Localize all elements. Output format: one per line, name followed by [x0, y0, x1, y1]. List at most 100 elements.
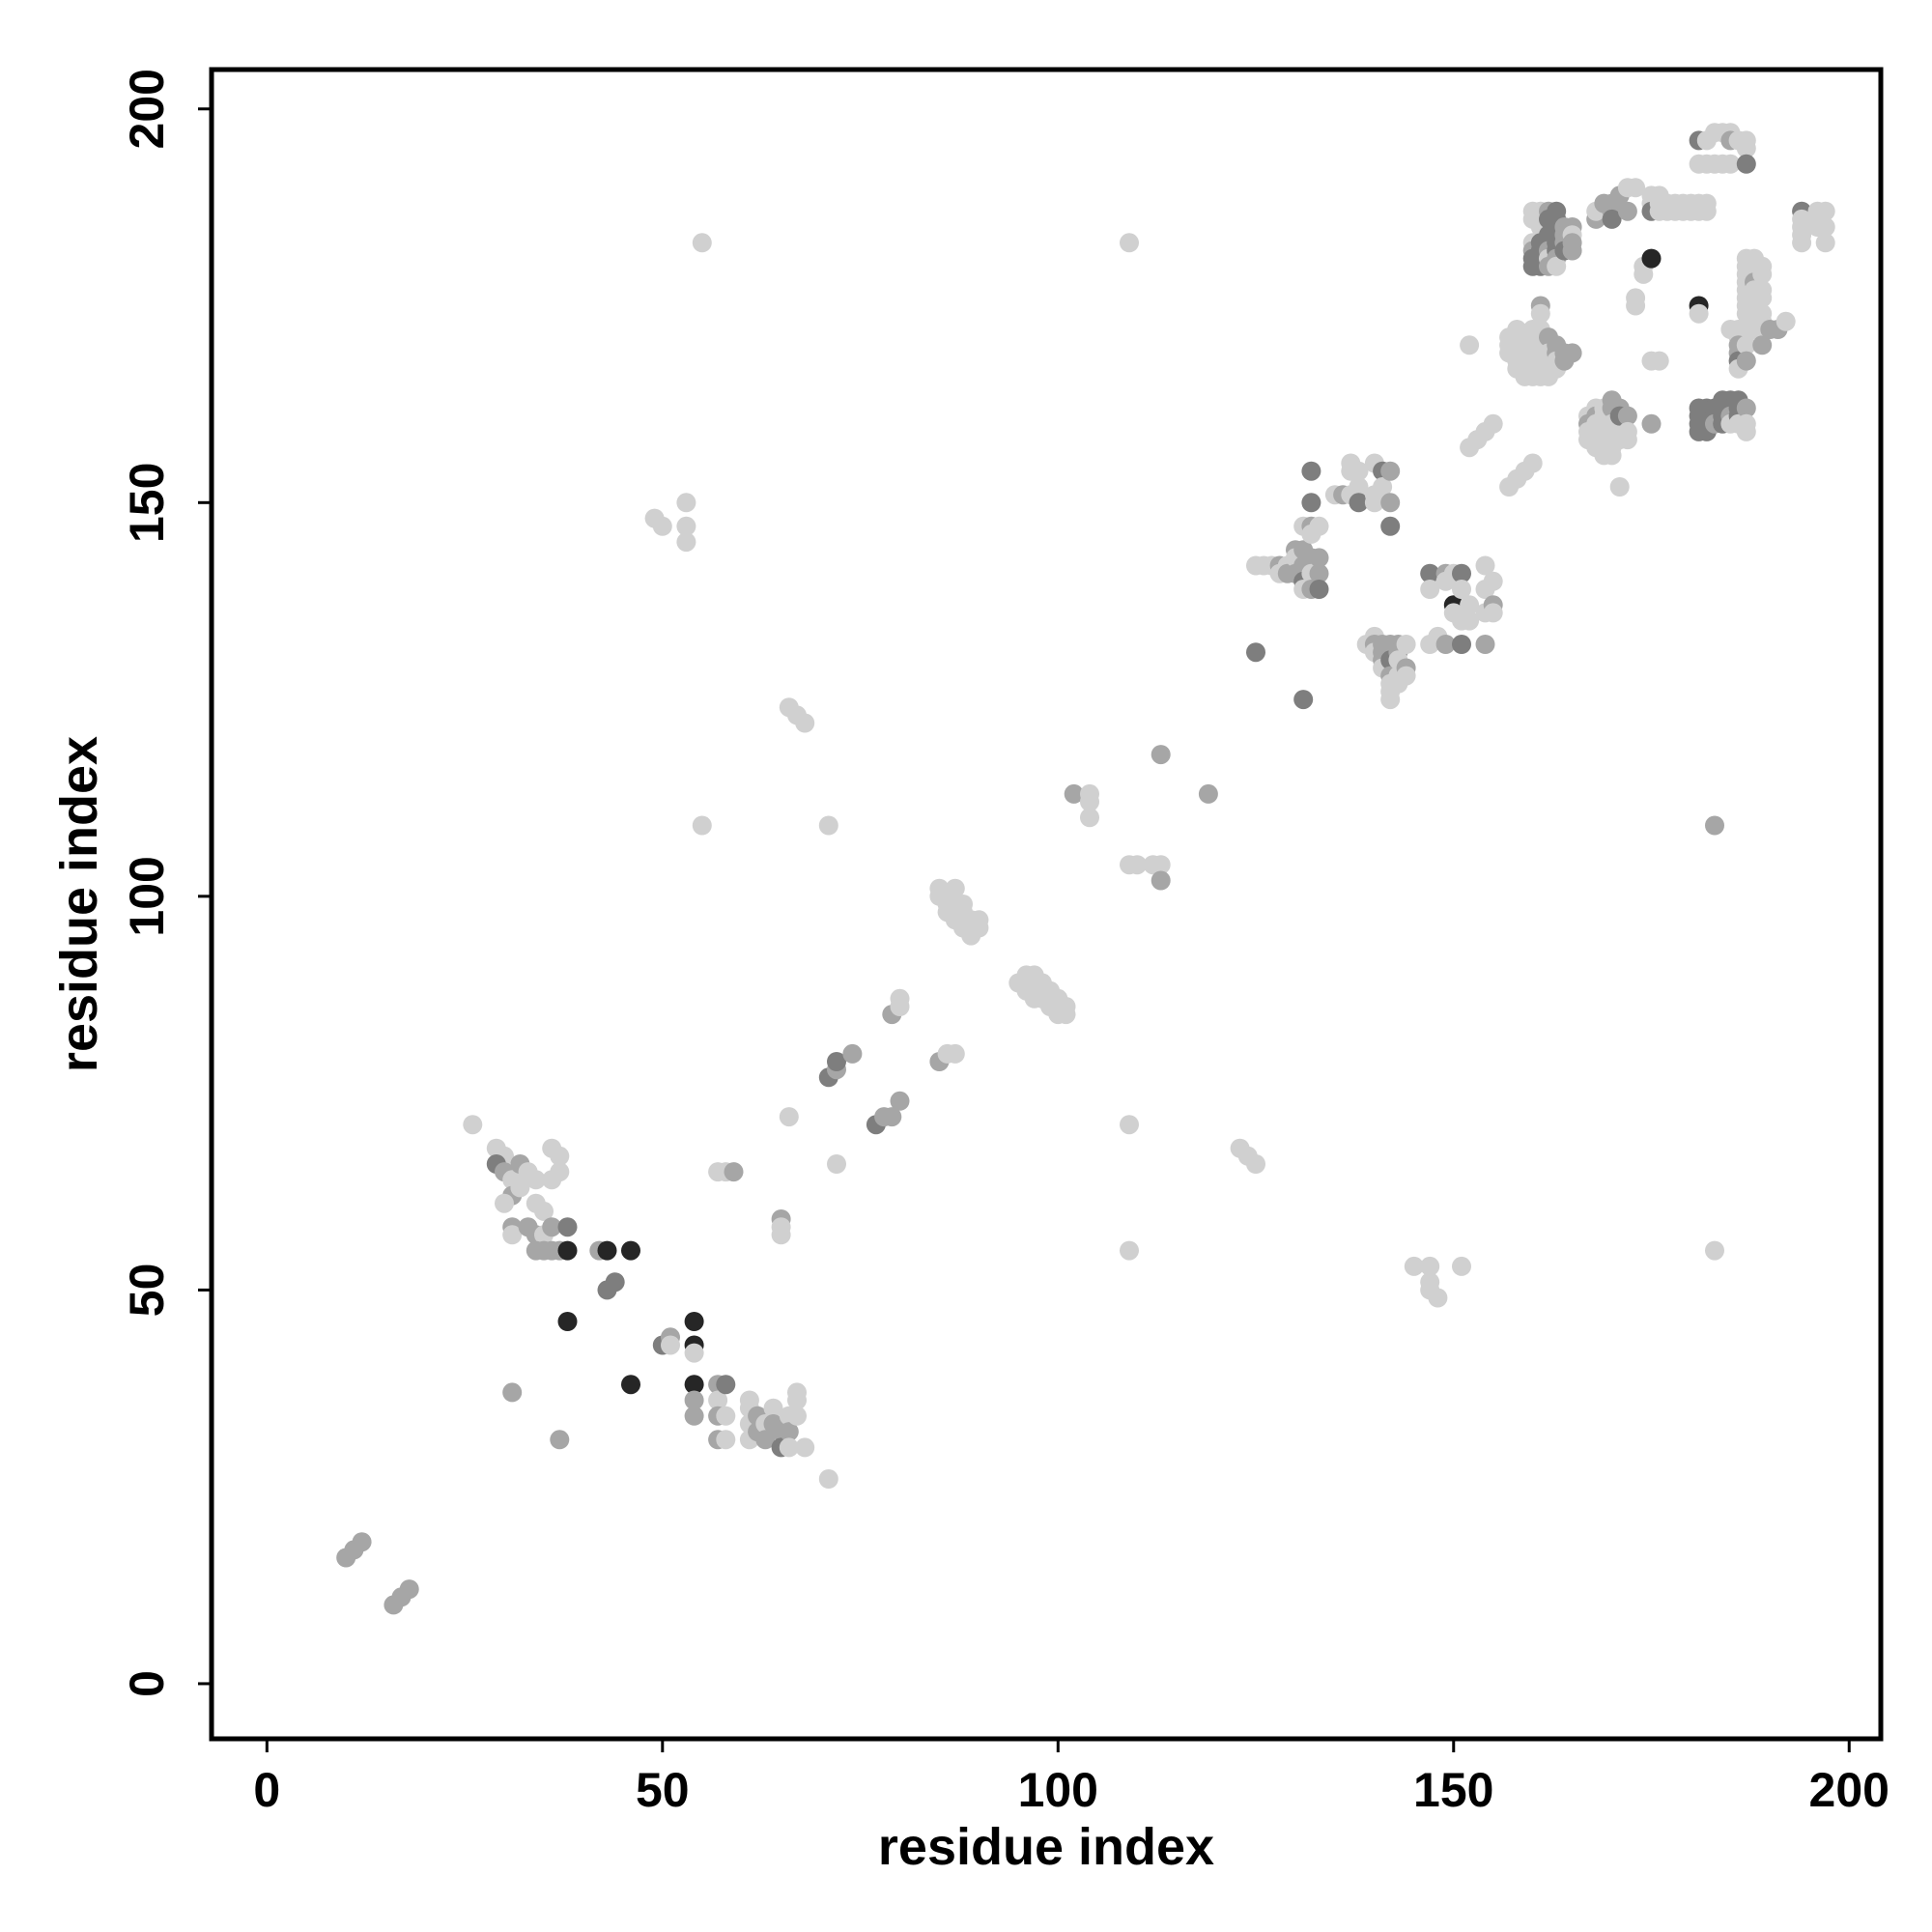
contact-point: [1460, 611, 1480, 631]
contact-point: [1428, 1288, 1448, 1308]
contact-point: [621, 1240, 640, 1261]
contact-point: [1720, 154, 1741, 174]
x-tick-label: 50: [636, 1763, 690, 1817]
contact-point: [1380, 493, 1401, 513]
contact-point: [1752, 335, 1773, 355]
contact-point: [1815, 201, 1835, 221]
contact-point: [1736, 138, 1756, 158]
contact-point: [1641, 248, 1662, 269]
contact-point: [1452, 635, 1471, 654]
contact-point: [779, 1437, 799, 1458]
contact-point: [676, 516, 696, 536]
contact-point: [1649, 351, 1669, 371]
contact-point: [502, 1382, 523, 1403]
x-tick-label: 200: [1809, 1763, 1889, 1817]
contact-point: [652, 516, 672, 536]
y-tick-label: 50: [120, 1264, 174, 1318]
contact-point: [953, 895, 973, 914]
contact-point: [692, 815, 712, 836]
y-tick-label: 100: [120, 856, 174, 936]
contact-point: [1452, 563, 1471, 583]
contact-point: [1522, 453, 1543, 473]
contact-point: [1792, 233, 1812, 253]
contact-point: [827, 1052, 846, 1071]
contact-point: [1460, 335, 1480, 355]
contact-point: [1452, 580, 1471, 599]
contact-point: [818, 1469, 838, 1489]
contact-point: [1530, 303, 1550, 324]
contact-point: [352, 1532, 372, 1552]
contact-point: [550, 1430, 570, 1450]
contact-point: [495, 1193, 514, 1213]
contact-point: [1602, 445, 1622, 466]
contact-point: [542, 1170, 562, 1190]
contact-point: [1483, 603, 1503, 623]
contact-point: [1056, 1005, 1076, 1025]
contact-point: [526, 1170, 546, 1190]
contact-point: [1364, 493, 1384, 513]
contact-point: [755, 1430, 776, 1450]
contact-point: [1309, 563, 1329, 583]
contact-point: [1380, 516, 1401, 536]
contact-point: [1080, 808, 1099, 828]
contact-point: [1483, 413, 1503, 434]
axes: 0 50 100 150 200 0 50 100 150 200: [120, 69, 1889, 1817]
contact-point: [708, 1390, 728, 1410]
contact-point: [1064, 783, 1084, 804]
contact-point: [890, 988, 910, 1009]
contact-point: [771, 1225, 791, 1245]
contact-point: [684, 1406, 704, 1426]
contact-point: [1396, 635, 1416, 654]
contact-point: [597, 1240, 617, 1261]
contact-point: [1736, 351, 1756, 371]
contact-point: [399, 1579, 419, 1600]
contact-point: [945, 878, 965, 898]
contact-point: [1396, 666, 1416, 686]
contact-point: [1562, 241, 1582, 261]
contact-point: [550, 1146, 570, 1166]
contact-point: [1460, 595, 1480, 615]
contact-point: [818, 815, 838, 836]
contact-point: [542, 1217, 562, 1237]
contact-point: [557, 1217, 578, 1237]
contact-point: [779, 1107, 799, 1127]
contact-point: [969, 910, 989, 930]
contact-point: [1349, 461, 1369, 481]
contact-point: [716, 1406, 736, 1426]
contact-point: [1380, 461, 1401, 481]
contact-point: [1380, 690, 1401, 710]
x-tick-label: 0: [253, 1763, 280, 1817]
contact-point: [621, 1375, 640, 1395]
contact-point: [890, 1091, 910, 1111]
contact-point: [463, 1115, 483, 1135]
contact-point: [1120, 233, 1139, 253]
contact-point: [1420, 580, 1440, 599]
contact-point: [1151, 855, 1171, 875]
contact-point: [1776, 311, 1796, 331]
y-axis-title: residue index: [50, 736, 108, 1072]
contact-point: [1617, 406, 1637, 426]
contact-point: [1420, 563, 1440, 583]
y-tick-label: 200: [120, 69, 174, 149]
plot-frame: [209, 67, 1884, 1742]
contact-point: [787, 1406, 807, 1426]
contact-point: [1547, 256, 1567, 276]
contact-point: [1246, 1154, 1265, 1174]
contact-point: [795, 713, 815, 733]
contact-point: [1705, 1240, 1724, 1261]
contact-point: [502, 1225, 523, 1245]
contact-point: [1626, 296, 1646, 316]
contact-point: [1452, 1256, 1471, 1276]
contact-point: [605, 1272, 625, 1293]
contact-point: [1736, 398, 1756, 418]
contact-point: [1127, 855, 1148, 875]
contact-point: [676, 532, 696, 553]
contact-point: [1435, 635, 1456, 654]
contact-point: [763, 1398, 783, 1418]
contact-point: [1689, 303, 1709, 324]
contact-point: [842, 1043, 863, 1064]
contact-point: [1752, 264, 1773, 284]
contact-point: [779, 1422, 799, 1442]
contact-point: [684, 1312, 704, 1331]
contact-point: [676, 493, 696, 513]
